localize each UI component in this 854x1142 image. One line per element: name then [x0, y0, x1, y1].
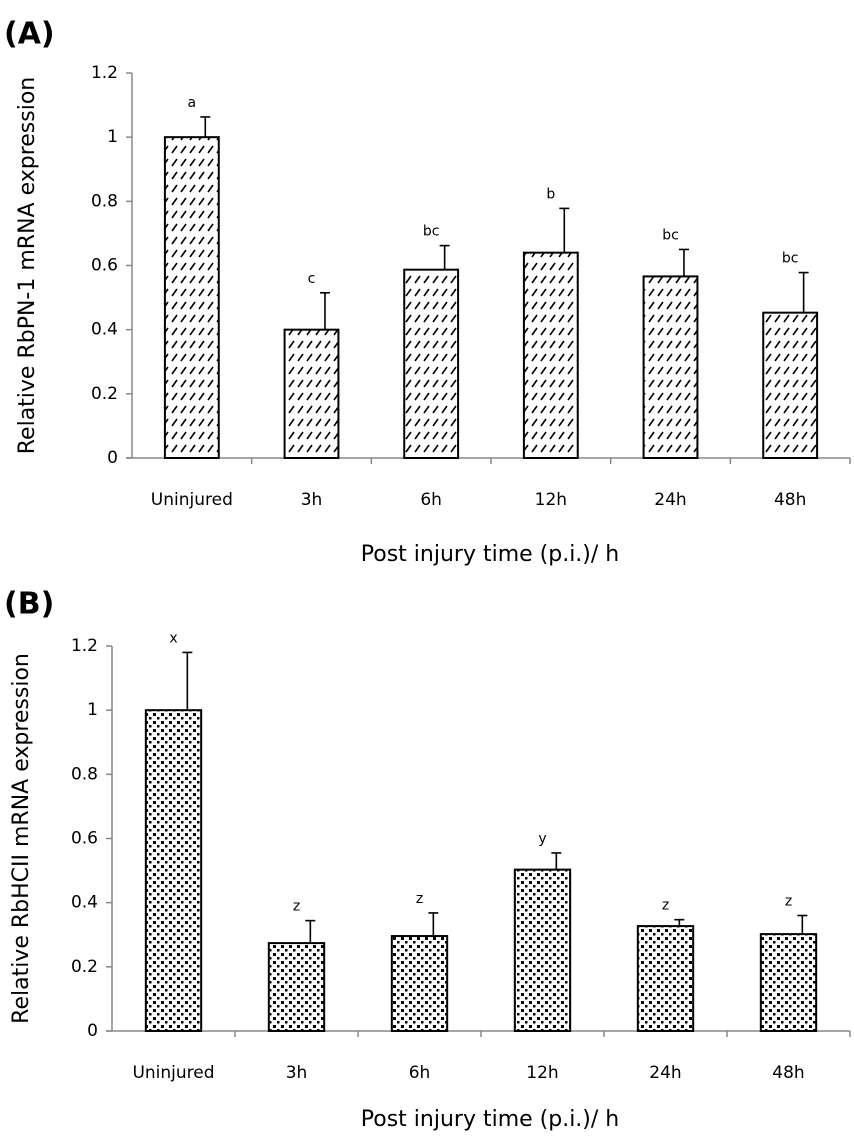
significance-label: z	[293, 899, 300, 915]
y-tick-label: 0.8	[71, 764, 98, 784]
x-tick-label: 6h	[409, 1063, 431, 1083]
bar	[392, 936, 447, 1031]
y-tick-label: 0.2	[91, 384, 118, 404]
y-axis-label: Relative RbHCII mRNA expression	[9, 653, 34, 1024]
bar	[269, 943, 324, 1031]
bar	[165, 137, 219, 458]
x-tick-label: 48h	[774, 490, 806, 510]
y-tick-label: 1.2	[71, 636, 98, 656]
panel-label: (A)	[4, 17, 55, 52]
significance-label: bc	[782, 251, 799, 267]
y-tick-label: 0.8	[91, 191, 118, 211]
y-axis-label: Relative RbPN-1 mRNA expression	[15, 77, 40, 455]
y-tick-label: 0.6	[91, 256, 118, 276]
bar	[404, 270, 458, 458]
panel-label: (B)	[4, 587, 54, 622]
x-tick-label: 12h	[526, 1063, 558, 1083]
x-tick-label: 24h	[654, 490, 686, 510]
bar	[515, 870, 570, 1031]
bar	[146, 710, 201, 1031]
x-axis-label: Post injury time (p.i.)/ h	[361, 542, 619, 567]
significance-label: y	[538, 831, 546, 847]
significance-label: x	[169, 630, 177, 646]
significance-label: bc	[423, 224, 440, 240]
y-tick-label: 0.2	[71, 957, 98, 977]
y-tick-label: 1	[87, 700, 98, 720]
bar	[638, 926, 693, 1031]
x-tick-label: 6h	[420, 490, 442, 510]
y-tick-label: 1	[107, 127, 118, 147]
significance-label: z	[662, 898, 669, 914]
significance-label: z	[416, 891, 423, 907]
bar	[524, 253, 578, 458]
figure: (A) Relative RbPN-1 mRNA expression Post i…	[0, 0, 854, 1142]
bar	[761, 934, 816, 1031]
y-tick-label: 0.4	[71, 893, 98, 913]
x-tick-label: 3h	[286, 1063, 308, 1083]
x-tick-label: Uninjured	[151, 490, 233, 510]
significance-label: bc	[662, 227, 679, 243]
y-tick-label: 1.2	[91, 63, 118, 83]
x-tick-label: Uninjured	[132, 1063, 214, 1083]
bar	[763, 313, 817, 458]
bar	[644, 276, 698, 458]
bar	[285, 330, 339, 458]
x-axis-label: Post injury time (p.i.)/ h	[361, 1107, 619, 1132]
significance-label: b	[546, 186, 555, 202]
y-tick-label: 0	[87, 1021, 98, 1041]
significance-label: c	[308, 271, 316, 287]
y-tick-label: 0.4	[91, 320, 118, 340]
x-tick-label: 48h	[772, 1063, 804, 1083]
significance-label: z	[785, 894, 792, 910]
significance-label: a	[188, 95, 197, 111]
x-tick-label: 3h	[301, 490, 323, 510]
x-tick-label: 24h	[649, 1063, 681, 1083]
y-tick-label: 0	[107, 448, 118, 468]
x-tick-label: 12h	[535, 490, 567, 510]
y-tick-label: 0.6	[71, 829, 98, 849]
